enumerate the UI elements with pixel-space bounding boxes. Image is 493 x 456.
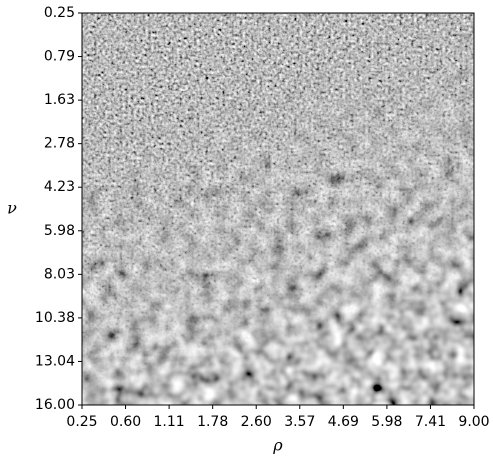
y-tick-label: 4.23 <box>44 179 75 195</box>
x-tick-label: 4.69 <box>328 414 359 430</box>
y-tick-label: 1.63 <box>44 92 75 108</box>
y-tick-label: 8.03 <box>44 266 75 282</box>
heatmap-image <box>82 13 474 405</box>
x-tick-label: 1.11 <box>154 414 185 430</box>
x-tick-label: 0.25 <box>66 414 97 430</box>
y-axis-label: ν <box>7 199 17 218</box>
x-tick-label: 2.60 <box>241 414 272 430</box>
x-tick-label: 9.00 <box>458 414 489 430</box>
plot-frame <box>81 12 475 406</box>
x-tick-label: 0.60 <box>110 414 141 430</box>
y-tick-label: 16.00 <box>35 397 75 413</box>
x-tick-label: 5.98 <box>371 414 402 430</box>
y-tick-label: 0.25 <box>44 5 75 21</box>
x-tick-label: 7.41 <box>415 414 446 430</box>
y-tick-label: 5.98 <box>44 223 75 239</box>
x-tick-label: 1.78 <box>197 414 228 430</box>
x-tick-label: 3.57 <box>284 414 315 430</box>
x-axis-label: ρ <box>272 436 283 455</box>
y-tick-label: 10.38 <box>35 310 75 326</box>
y-tick-label: 0.79 <box>44 49 75 65</box>
y-tick-label: 13.04 <box>35 353 75 369</box>
y-tick-label: 2.78 <box>44 136 75 152</box>
